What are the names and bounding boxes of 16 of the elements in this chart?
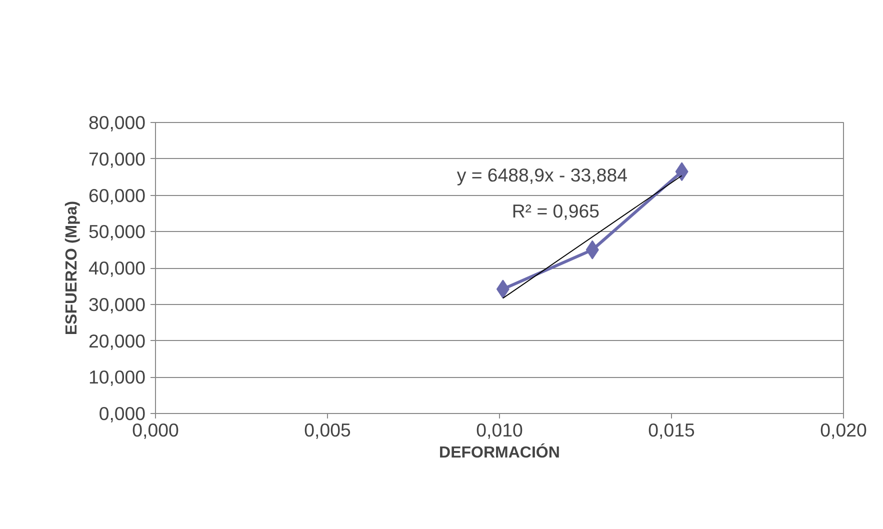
y-tick-label: 10,000 [88,366,146,388]
annotation: y = 6488,9x - 33,884 [456,164,628,186]
y-tick-label: 30,000 [88,294,146,315]
x-tick-label: 0,010 [476,420,523,440]
x-tick-label: 0,020 [820,420,867,440]
y-tick-label: 20,000 [88,330,146,352]
y-tick-label: 50,000 [88,221,146,242]
y-tick-label: 60,000 [88,184,146,206]
x-axis-title: DEFORMACIÓN [439,442,560,462]
y-tick-label: 70,000 [88,148,146,170]
y-tick-label: 40,000 [88,258,146,278]
x-tick-label: 0,015 [648,420,695,440]
y-tick-label: 80,000 [88,112,146,133]
annotation: R² = 0,965 [512,200,600,222]
x-tick-label: 0,005 [304,420,351,440]
y-axis-title: ESFUERZO (Mpa) [63,200,80,336]
